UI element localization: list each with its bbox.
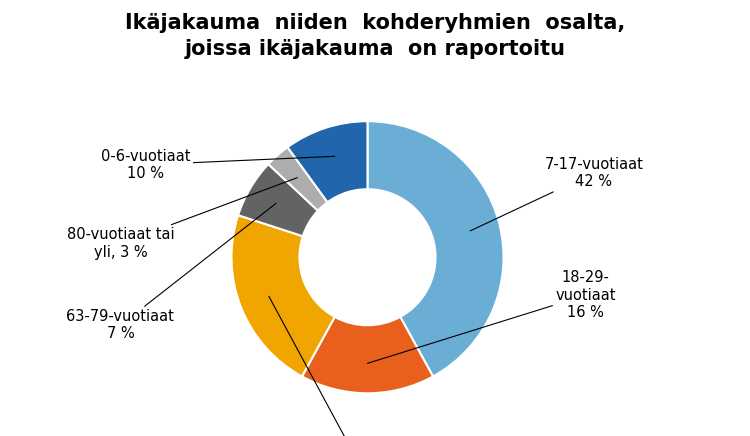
Text: 63-79-vuotiaat
7 %: 63-79-vuotiaat 7 %: [67, 203, 276, 341]
Wedge shape: [287, 121, 368, 202]
Text: Ikäjakauma  niiden  kohderyhmien  osalta,
joissa ikäjakauma  on raportoitu: Ikäjakauma niiden kohderyhmien osalta, j…: [124, 13, 626, 59]
Text: 18-29-
vuotiaat
16 %: 18-29- vuotiaat 16 %: [368, 270, 616, 363]
Wedge shape: [268, 147, 328, 211]
Wedge shape: [238, 164, 318, 236]
Text: 7-17-vuotiaat
42 %: 7-17-vuotiaat 42 %: [470, 157, 644, 231]
Text: 0-6-vuotiaat
10 %: 0-6-vuotiaat 10 %: [101, 149, 334, 181]
Wedge shape: [368, 121, 503, 376]
Wedge shape: [302, 317, 433, 393]
Wedge shape: [232, 215, 334, 376]
Text: 80-vuotiaat tai
yli, 3 %: 80-vuotiaat tai yli, 3 %: [67, 177, 297, 260]
Text: 30-62-vuotiaat
22 %: 30-62-vuotiaat 22 %: [268, 296, 415, 436]
